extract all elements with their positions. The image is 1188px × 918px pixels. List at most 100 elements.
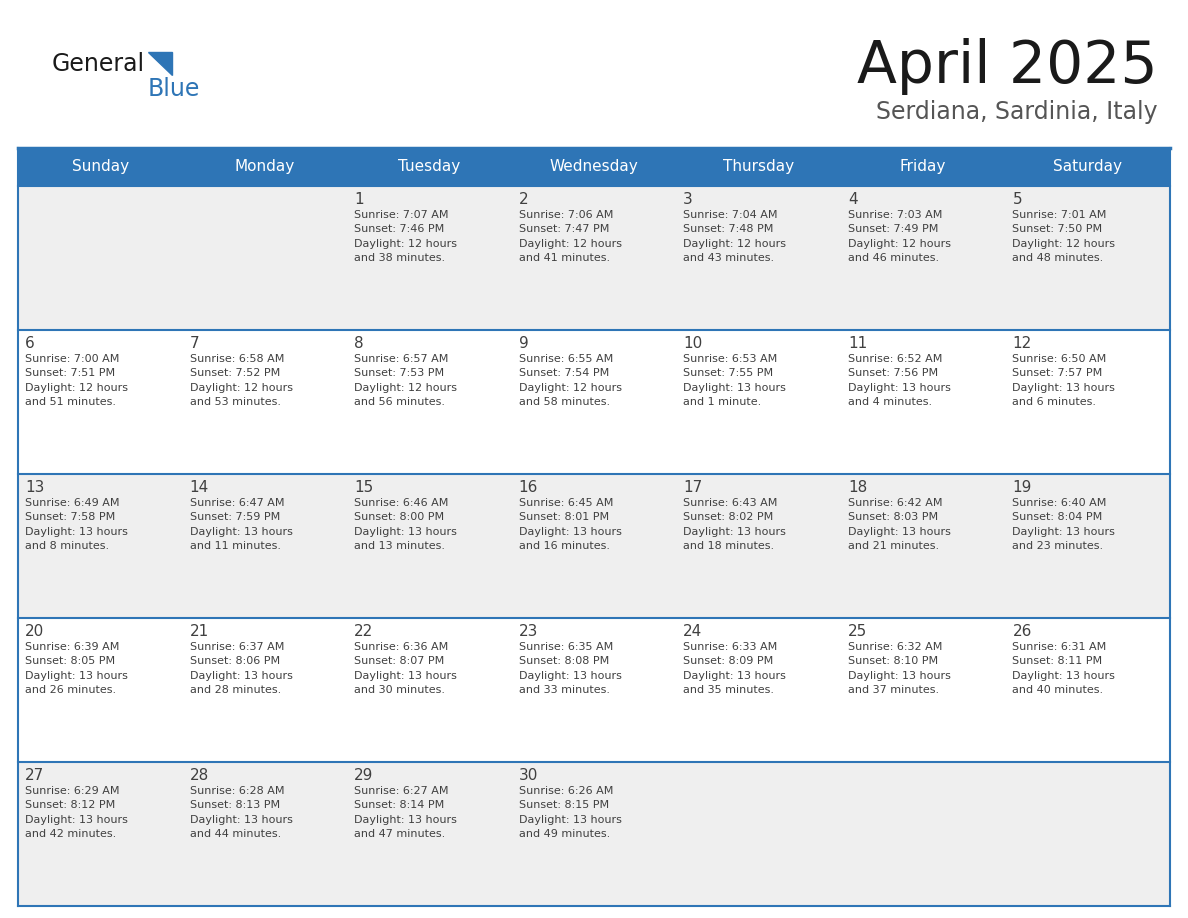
Text: 27: 27 [25, 768, 44, 783]
Text: 26: 26 [1012, 624, 1032, 639]
Text: 30: 30 [519, 768, 538, 783]
Bar [1005, 762, 1170, 906]
Bar [512, 762, 676, 906]
Text: Blue: Blue [148, 77, 201, 101]
Text: 10: 10 [683, 336, 702, 351]
Text: April 2025: April 2025 [858, 38, 1158, 95]
Text: Sunrise: 6:47 AM
Sunset: 7:59 PM
Daylight: 13 hours
and 11 minutes.: Sunrise: 6:47 AM Sunset: 7:59 PM Dayligh… [190, 498, 292, 551]
Text: Sunrise: 6:31 AM
Sunset: 8:11 PM
Daylight: 13 hours
and 40 minutes.: Sunrise: 6:31 AM Sunset: 8:11 PM Dayligh… [1012, 642, 1116, 695]
Bar [841, 186, 1005, 330]
Text: 8: 8 [354, 336, 364, 351]
Text: Sunrise: 6:29 AM
Sunset: 8:12 PM
Daylight: 13 hours
and 42 minutes.: Sunrise: 6:29 AM Sunset: 8:12 PM Dayligh… [25, 786, 128, 839]
Text: 9: 9 [519, 336, 529, 351]
Bar [347, 330, 512, 474]
Text: Sunrise: 6:28 AM
Sunset: 8:13 PM
Daylight: 13 hours
and 44 minutes.: Sunrise: 6:28 AM Sunset: 8:13 PM Dayligh… [190, 786, 292, 839]
Bar [183, 618, 347, 762]
Text: 16: 16 [519, 480, 538, 495]
Bar [183, 148, 347, 186]
Text: Sunrise: 6:43 AM
Sunset: 8:02 PM
Daylight: 13 hours
and 18 minutes.: Sunrise: 6:43 AM Sunset: 8:02 PM Dayligh… [683, 498, 786, 551]
Text: 29: 29 [354, 768, 373, 783]
Text: 28: 28 [190, 768, 209, 783]
Text: 6: 6 [25, 336, 34, 351]
Text: 5: 5 [1012, 192, 1022, 207]
Text: 25: 25 [848, 624, 867, 639]
Text: Sunrise: 7:04 AM
Sunset: 7:48 PM
Daylight: 12 hours
and 43 minutes.: Sunrise: 7:04 AM Sunset: 7:48 PM Dayligh… [683, 210, 786, 263]
Bar [183, 762, 347, 906]
Text: Sunrise: 6:39 AM
Sunset: 8:05 PM
Daylight: 13 hours
and 26 minutes.: Sunrise: 6:39 AM Sunset: 8:05 PM Dayligh… [25, 642, 128, 695]
Text: General: General [52, 52, 145, 76]
Bar [1005, 618, 1170, 762]
Text: Sunrise: 7:00 AM
Sunset: 7:51 PM
Daylight: 12 hours
and 51 minutes.: Sunrise: 7:00 AM Sunset: 7:51 PM Dayligh… [25, 354, 128, 408]
Bar [676, 618, 841, 762]
Text: Sunrise: 6:52 AM
Sunset: 7:56 PM
Daylight: 13 hours
and 4 minutes.: Sunrise: 6:52 AM Sunset: 7:56 PM Dayligh… [848, 354, 950, 408]
Bar [841, 618, 1005, 762]
Text: 19: 19 [1012, 480, 1032, 495]
Bar [512, 618, 676, 762]
Text: 24: 24 [683, 624, 702, 639]
Bar [841, 474, 1005, 618]
Bar [347, 148, 512, 186]
Text: Sunrise: 6:42 AM
Sunset: 8:03 PM
Daylight: 13 hours
and 21 minutes.: Sunrise: 6:42 AM Sunset: 8:03 PM Dayligh… [848, 498, 950, 551]
Text: Sunrise: 7:01 AM
Sunset: 7:50 PM
Daylight: 12 hours
and 48 minutes.: Sunrise: 7:01 AM Sunset: 7:50 PM Dayligh… [1012, 210, 1116, 263]
Text: Sunrise: 6:45 AM
Sunset: 8:01 PM
Daylight: 13 hours
and 16 minutes.: Sunrise: 6:45 AM Sunset: 8:01 PM Dayligh… [519, 498, 621, 551]
Text: 15: 15 [354, 480, 373, 495]
Bar [676, 474, 841, 618]
Text: 23: 23 [519, 624, 538, 639]
Text: 13: 13 [25, 480, 44, 495]
Bar [183, 186, 347, 330]
Text: Sunday: Sunday [71, 160, 128, 174]
Bar [18, 330, 183, 474]
Text: Sunrise: 6:50 AM
Sunset: 7:57 PM
Daylight: 13 hours
and 6 minutes.: Sunrise: 6:50 AM Sunset: 7:57 PM Dayligh… [1012, 354, 1116, 408]
Text: Serdiana, Sardinia, Italy: Serdiana, Sardinia, Italy [877, 100, 1158, 124]
Bar [18, 762, 183, 906]
Bar [512, 148, 676, 186]
Bar [676, 186, 841, 330]
Text: Tuesday: Tuesday [398, 160, 461, 174]
Text: Sunrise: 6:53 AM
Sunset: 7:55 PM
Daylight: 13 hours
and 1 minute.: Sunrise: 6:53 AM Sunset: 7:55 PM Dayligh… [683, 354, 786, 408]
Text: Sunrise: 6:33 AM
Sunset: 8:09 PM
Daylight: 13 hours
and 35 minutes.: Sunrise: 6:33 AM Sunset: 8:09 PM Dayligh… [683, 642, 786, 695]
Text: Sunrise: 6:36 AM
Sunset: 8:07 PM
Daylight: 13 hours
and 30 minutes.: Sunrise: 6:36 AM Sunset: 8:07 PM Dayligh… [354, 642, 457, 695]
Text: Friday: Friday [901, 160, 947, 174]
Bar [676, 330, 841, 474]
Bar [676, 762, 841, 906]
Bar [841, 148, 1005, 186]
Bar [18, 148, 183, 186]
Text: Thursday: Thursday [723, 160, 794, 174]
Text: 4: 4 [848, 192, 858, 207]
Text: 22: 22 [354, 624, 373, 639]
Text: Sunrise: 6:58 AM
Sunset: 7:52 PM
Daylight: 12 hours
and 53 minutes.: Sunrise: 6:58 AM Sunset: 7:52 PM Dayligh… [190, 354, 292, 408]
Text: 12: 12 [1012, 336, 1031, 351]
Bar [1005, 330, 1170, 474]
Text: Wednesday: Wednesday [550, 160, 638, 174]
Text: 11: 11 [848, 336, 867, 351]
Polygon shape [148, 52, 172, 75]
Bar [512, 330, 676, 474]
Text: 17: 17 [683, 480, 702, 495]
Bar [18, 474, 183, 618]
Text: 20: 20 [25, 624, 44, 639]
Text: Sunrise: 6:32 AM
Sunset: 8:10 PM
Daylight: 13 hours
and 37 minutes.: Sunrise: 6:32 AM Sunset: 8:10 PM Dayligh… [848, 642, 950, 695]
Text: 14: 14 [190, 480, 209, 495]
Text: 2: 2 [519, 192, 529, 207]
Text: Sunrise: 6:37 AM
Sunset: 8:06 PM
Daylight: 13 hours
and 28 minutes.: Sunrise: 6:37 AM Sunset: 8:06 PM Dayligh… [190, 642, 292, 695]
Bar [512, 474, 676, 618]
Bar [841, 330, 1005, 474]
Text: Monday: Monday [235, 160, 295, 174]
Bar [347, 618, 512, 762]
Text: Sunrise: 6:57 AM
Sunset: 7:53 PM
Daylight: 12 hours
and 56 minutes.: Sunrise: 6:57 AM Sunset: 7:53 PM Dayligh… [354, 354, 457, 408]
Text: 7: 7 [190, 336, 200, 351]
Text: Sunrise: 6:26 AM
Sunset: 8:15 PM
Daylight: 13 hours
and 49 minutes.: Sunrise: 6:26 AM Sunset: 8:15 PM Dayligh… [519, 786, 621, 839]
Text: Sunrise: 7:03 AM
Sunset: 7:49 PM
Daylight: 12 hours
and 46 minutes.: Sunrise: 7:03 AM Sunset: 7:49 PM Dayligh… [848, 210, 950, 263]
Text: 21: 21 [190, 624, 209, 639]
Bar [183, 474, 347, 618]
Bar [512, 186, 676, 330]
Text: Sunrise: 6:40 AM
Sunset: 8:04 PM
Daylight: 13 hours
and 23 minutes.: Sunrise: 6:40 AM Sunset: 8:04 PM Dayligh… [1012, 498, 1116, 551]
Text: 3: 3 [683, 192, 693, 207]
Text: Sunrise: 6:46 AM
Sunset: 8:00 PM
Daylight: 13 hours
and 13 minutes.: Sunrise: 6:46 AM Sunset: 8:00 PM Dayligh… [354, 498, 457, 551]
Bar [347, 474, 512, 618]
Bar [18, 186, 183, 330]
Text: Sunrise: 7:07 AM
Sunset: 7:46 PM
Daylight: 12 hours
and 38 minutes.: Sunrise: 7:07 AM Sunset: 7:46 PM Dayligh… [354, 210, 457, 263]
Bar [18, 618, 183, 762]
Text: Sunrise: 7:06 AM
Sunset: 7:47 PM
Daylight: 12 hours
and 41 minutes.: Sunrise: 7:06 AM Sunset: 7:47 PM Dayligh… [519, 210, 621, 263]
Bar [183, 330, 347, 474]
